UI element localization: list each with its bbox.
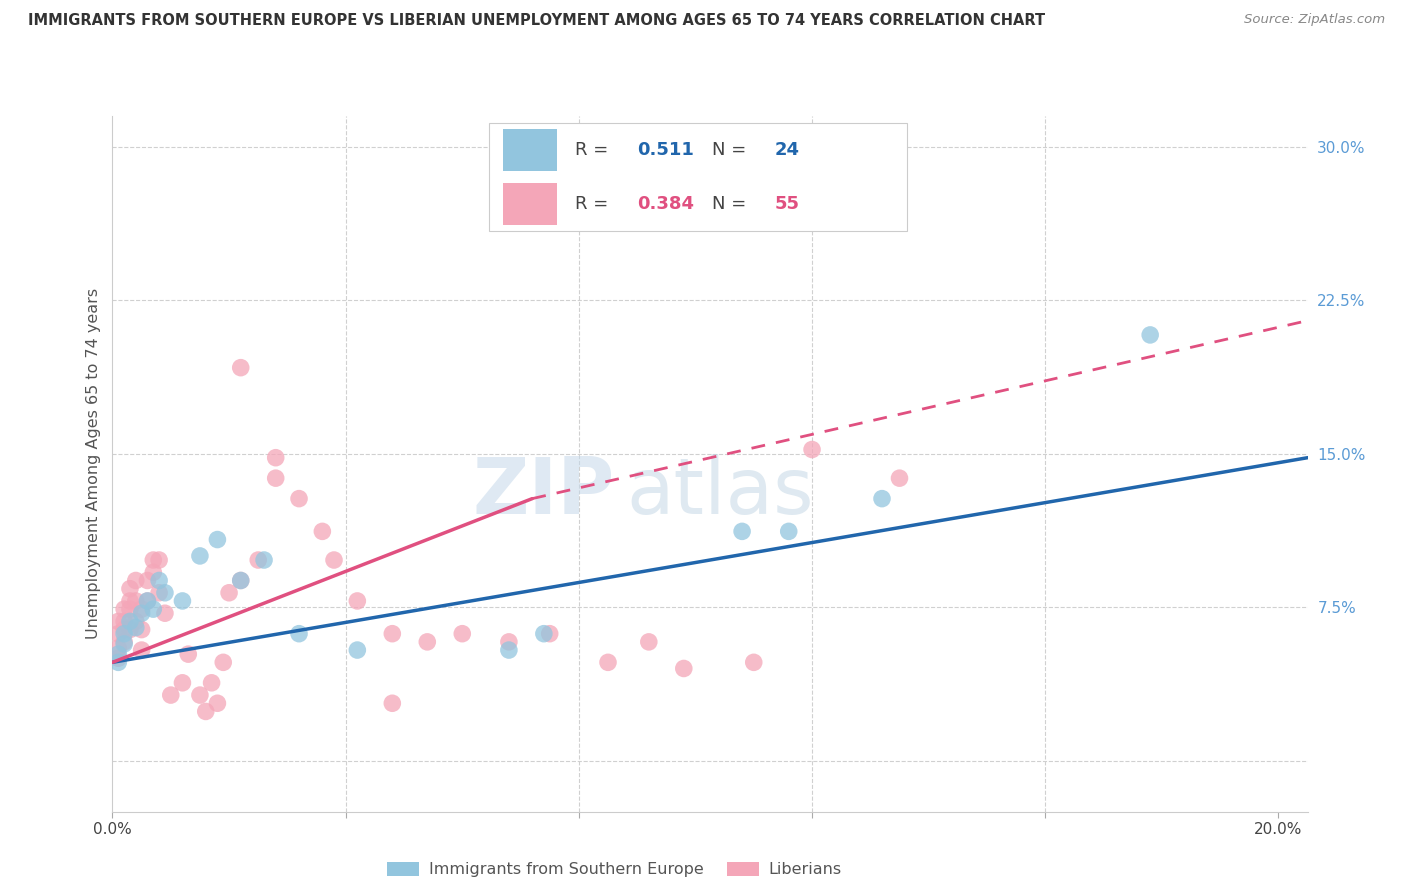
Point xyxy=(212,656,235,670)
Point xyxy=(264,450,287,465)
Text: N =: N = xyxy=(713,194,752,213)
Point xyxy=(637,635,659,649)
Text: 0.511: 0.511 xyxy=(637,141,695,159)
Point xyxy=(381,696,404,710)
Point xyxy=(112,637,135,651)
Point xyxy=(194,705,217,719)
Text: atlas: atlas xyxy=(626,454,814,530)
Point xyxy=(451,626,474,640)
Point xyxy=(148,553,170,567)
Point xyxy=(125,621,148,635)
Point xyxy=(498,643,520,657)
FancyBboxPatch shape xyxy=(503,183,557,225)
Point xyxy=(172,675,194,690)
Text: 55: 55 xyxy=(775,194,800,213)
Point xyxy=(801,442,824,457)
Point xyxy=(112,615,135,629)
Point xyxy=(142,553,165,567)
Text: 24: 24 xyxy=(775,141,800,159)
Point xyxy=(125,615,148,629)
Y-axis label: Unemployment Among Ages 65 to 74 years: Unemployment Among Ages 65 to 74 years xyxy=(86,288,101,640)
Point xyxy=(118,582,141,596)
Point xyxy=(288,626,311,640)
Point xyxy=(229,360,252,375)
Point xyxy=(148,574,170,588)
Point xyxy=(142,566,165,580)
Point xyxy=(253,553,276,567)
FancyBboxPatch shape xyxy=(503,129,557,170)
Point xyxy=(148,586,170,600)
Legend: Immigrants from Southern Europe, Liberians: Immigrants from Southern Europe, Liberia… xyxy=(381,855,848,884)
Point xyxy=(153,586,176,600)
Point xyxy=(346,594,368,608)
Point xyxy=(264,471,287,485)
Point xyxy=(125,594,148,608)
Point xyxy=(172,594,194,608)
Point xyxy=(118,602,141,616)
Point xyxy=(346,643,368,657)
Point xyxy=(107,647,129,661)
Text: R =: R = xyxy=(575,194,614,213)
Point xyxy=(136,594,159,608)
Point xyxy=(107,651,129,665)
Point xyxy=(742,656,765,670)
Text: 0.384: 0.384 xyxy=(637,194,695,213)
Point xyxy=(288,491,311,506)
Point xyxy=(112,623,135,637)
Point xyxy=(131,623,153,637)
Point xyxy=(672,661,695,675)
Text: R =: R = xyxy=(575,141,614,159)
Point xyxy=(177,647,200,661)
Point xyxy=(870,491,893,506)
Point xyxy=(136,574,159,588)
Point xyxy=(323,553,346,567)
Point xyxy=(247,553,270,567)
Point xyxy=(112,602,135,616)
Point xyxy=(112,626,135,640)
Point xyxy=(107,626,129,640)
Text: IMMIGRANTS FROM SOUTHERN EUROPE VS LIBERIAN UNEMPLOYMENT AMONG AGES 65 TO 74 YEA: IMMIGRANTS FROM SOUTHERN EUROPE VS LIBER… xyxy=(28,13,1045,29)
Point xyxy=(731,524,754,539)
Point xyxy=(1139,327,1161,342)
Point xyxy=(596,656,619,670)
Text: ZIP: ZIP xyxy=(472,454,614,530)
Point xyxy=(112,635,135,649)
Point xyxy=(218,586,240,600)
Point xyxy=(778,524,800,539)
Point xyxy=(416,635,439,649)
Point xyxy=(188,549,211,563)
Point xyxy=(107,615,129,629)
Point xyxy=(125,574,148,588)
Point xyxy=(142,602,165,616)
Point xyxy=(131,602,153,616)
Point xyxy=(118,615,141,629)
Point xyxy=(107,640,129,655)
Point xyxy=(159,688,181,702)
Point xyxy=(498,635,520,649)
Point xyxy=(207,696,229,710)
Point xyxy=(136,594,159,608)
Point xyxy=(229,574,252,588)
Point xyxy=(131,606,153,620)
Text: N =: N = xyxy=(713,141,752,159)
Point xyxy=(118,594,141,608)
Text: Source: ZipAtlas.com: Source: ZipAtlas.com xyxy=(1244,13,1385,27)
Point xyxy=(533,626,555,640)
Point xyxy=(200,675,222,690)
Point xyxy=(188,688,211,702)
Point xyxy=(153,606,176,620)
Point xyxy=(131,643,153,657)
Point xyxy=(118,623,141,637)
Point xyxy=(381,626,404,640)
FancyBboxPatch shape xyxy=(489,123,907,231)
Point xyxy=(311,524,333,539)
Point xyxy=(538,626,561,640)
Point xyxy=(107,656,129,670)
Point xyxy=(207,533,229,547)
Point xyxy=(889,471,911,485)
Point xyxy=(229,574,252,588)
